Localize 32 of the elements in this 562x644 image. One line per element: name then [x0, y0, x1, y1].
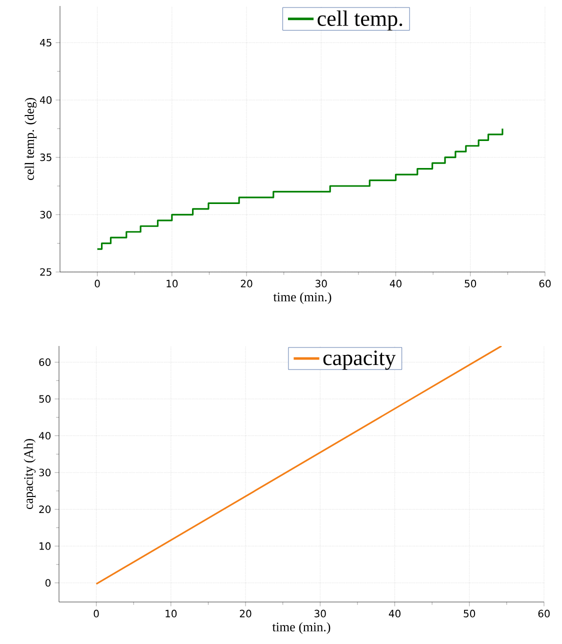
- legend-label: cell temp.: [318, 10, 402, 30]
- y-tick-label: 40: [40, 96, 52, 104]
- y-tick-label: 0: [45, 579, 51, 587]
- x-tick-label: 40: [390, 280, 402, 288]
- x-axis-title: time (min.): [272, 622, 330, 634]
- y-tick-label: 25: [40, 268, 52, 276]
- x-tick-label: 20: [240, 610, 252, 618]
- y-tick-label: 35: [40, 154, 52, 162]
- x-tick-label: 0: [94, 610, 99, 618]
- x-tick-label: 20: [240, 280, 252, 288]
- y-axis-title: cell temp. (deg): [24, 98, 37, 180]
- x-tick-label: 60: [538, 610, 550, 618]
- y-tick-label: 10: [40, 542, 51, 550]
- y-tick-label: 60: [39, 358, 51, 366]
- legend-label: capacity: [323, 350, 396, 370]
- y-tick-label: 45: [40, 38, 52, 46]
- y-tick-label: 30: [40, 210, 52, 218]
- x-tick-label: 60: [539, 280, 551, 288]
- x-tick-label: 10: [166, 610, 177, 618]
- y-axis-title: capacity (Ah): [24, 439, 36, 510]
- x-axis-title: time (min.): [273, 292, 332, 304]
- y-tick-label: 50: [39, 395, 51, 403]
- y-tick-label: 40: [38, 432, 51, 440]
- x-tick-label: 30: [314, 610, 326, 618]
- x-tick-label: 50: [464, 610, 476, 618]
- x-tick-label: 30: [316, 280, 327, 288]
- x-tick-label: 40: [388, 610, 400, 618]
- x-tick-label: 0: [94, 280, 100, 288]
- x-tick-label: 50: [464, 280, 476, 288]
- y-tick-label: 30: [39, 468, 51, 476]
- y-tick-label: 20: [39, 506, 51, 514]
- x-tick-label: 10: [166, 280, 178, 288]
